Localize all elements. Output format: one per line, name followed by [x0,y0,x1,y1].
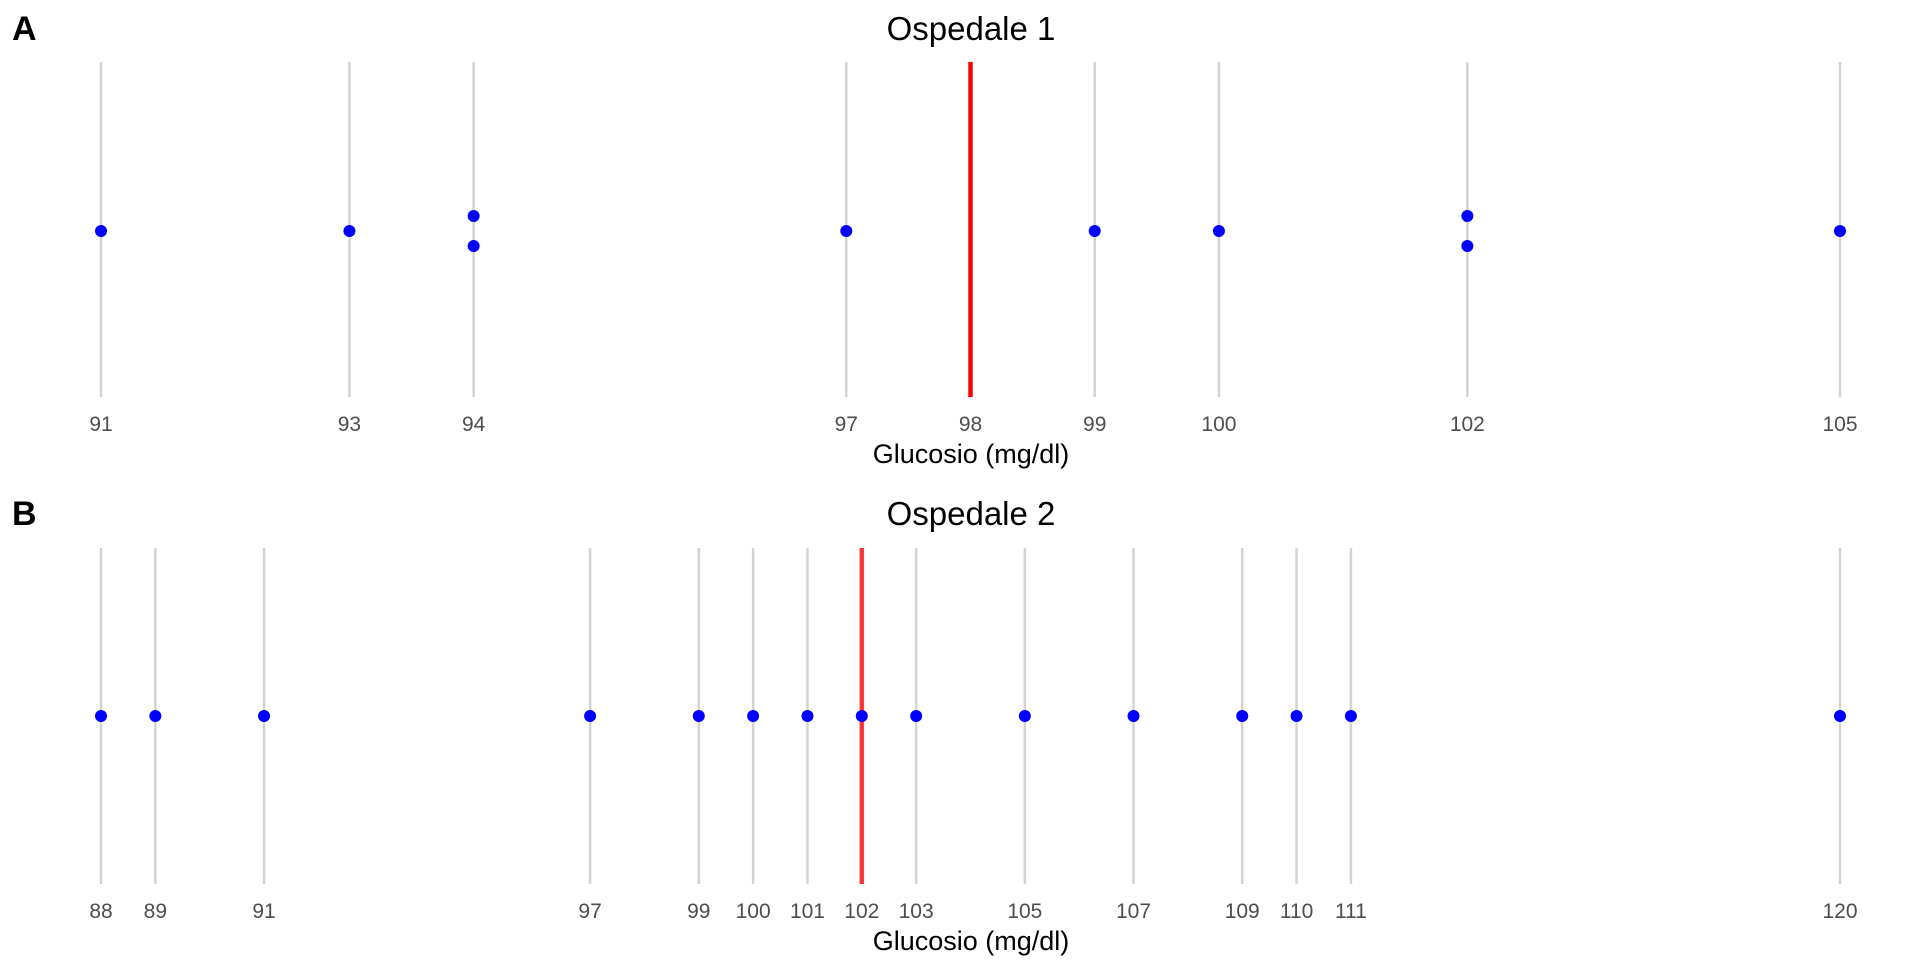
x-tick-label: 91 [89,413,112,436]
x-tick-label: 93 [338,413,361,436]
x-tick-label: 111 [1335,900,1367,923]
x-axis-label: Glucosio (mg/dl) [873,926,1070,956]
data-point [1290,710,1303,722]
x-tick-label: 100 [736,900,771,923]
data-point [1088,225,1101,237]
data-point [747,710,760,722]
x-tick-label: 91 [252,900,275,923]
data-point [1834,225,1846,237]
data-point [692,710,705,722]
data-point [1344,710,1357,722]
x-tick-label: 94 [462,413,486,436]
chart-title: Ospedale 1 [887,10,1056,47]
data-point [343,225,356,237]
x-tick-label: 99 [687,900,710,923]
data-point [1461,210,1474,222]
data-point [1212,225,1225,237]
data-point [840,225,853,237]
x-tick-label: 110 [1280,900,1313,923]
x-tick-label: 103 [899,900,934,923]
data-point [1018,710,1031,722]
x-tick-label: 97 [578,900,601,923]
x-tick-label: 89 [144,900,167,923]
x-tick-label: 109 [1225,900,1260,923]
data-point [584,710,597,722]
data-point [95,710,107,722]
x-tick-label: 105 [1822,413,1857,436]
x-tick-label: 97 [835,413,858,436]
x-tick-label: 105 [1007,900,1042,923]
x-axis-label: Glucosio (mg/dl) [873,439,1070,469]
x-tick-label: 99 [1083,413,1106,436]
data-point [1236,710,1249,722]
data-point [910,710,923,722]
data-point [95,225,107,237]
data-point [149,710,162,722]
data-point [258,710,271,722]
x-tick-label: 107 [1116,900,1151,923]
x-tick-label: 102 [844,900,879,923]
x-tick-label: 88 [89,900,112,923]
data-point [1127,710,1140,722]
data-point [467,240,480,252]
x-tick-label: 102 [1450,413,1485,436]
data-point [467,210,480,222]
panel-label: A [12,10,37,48]
chart-title: Ospedale 2 [887,495,1056,532]
data-point [1834,710,1846,722]
data-point [1461,240,1474,252]
data-point [801,710,814,722]
x-tick-label: 98 [959,413,982,436]
x-tick-label: 101 [790,900,825,923]
panel-label: B [12,495,37,533]
data-point [855,710,868,722]
x-tick-label: 120 [1822,900,1857,923]
x-tick-label: 100 [1201,413,1236,436]
